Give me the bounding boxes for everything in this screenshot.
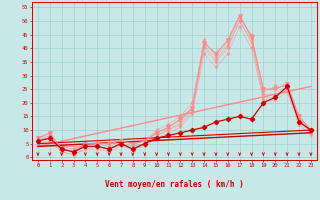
X-axis label: Vent moyen/en rafales ( km/h ): Vent moyen/en rafales ( km/h ): [105, 180, 244, 189]
